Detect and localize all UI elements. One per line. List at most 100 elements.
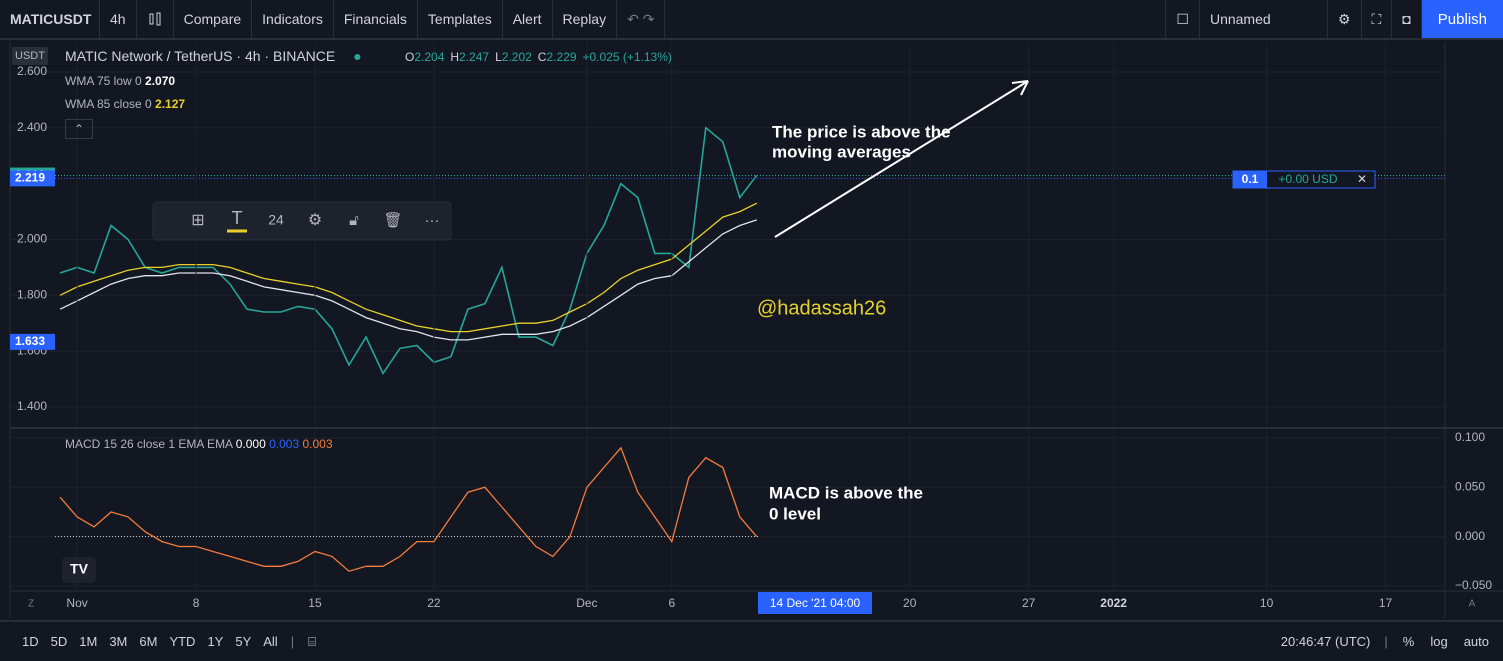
auto-button[interactable]: A	[1469, 599, 1476, 610]
bottom-toolbar: 1D 5D 1M 3M 6M YTD 1Y 5Y All | ⌸ 20:46:47 (UTC) …	[0, 620, 1503, 661]
macd-value: 0.003	[302, 437, 333, 451]
settings-icon[interactable]: ⚙	[308, 212, 322, 229]
x-tick-label: 2022	[1100, 596, 1127, 610]
range-button[interactable]: 3M	[109, 634, 128, 649]
range-button[interactable]: 6M	[139, 634, 158, 649]
alert[interactable]: Alert	[503, 0, 553, 38]
font-size[interactable]: 24	[268, 212, 284, 228]
scale-option[interactable]: %	[1402, 634, 1415, 649]
y-tick-label: 2.600	[17, 64, 47, 78]
position-close[interactable]: ✕	[1357, 172, 1367, 186]
series-line	[59, 202, 758, 333]
macd-legend: MACD 15 26 close 1 EMA EMA 0.000 0.003 0…	[65, 437, 333, 451]
position-qty: 0.1	[1242, 172, 1259, 186]
x-tick-label: 6	[668, 596, 675, 610]
ohlc-value: 2.202	[501, 50, 532, 64]
y-tick-label: 1.400	[17, 399, 47, 413]
separator: |	[1384, 634, 1388, 649]
date-range-icon[interactable]: ⌸	[308, 633, 316, 649]
range-buttons: 1D 5D 1M 3M 6M YTD 1Y 5Y All	[16, 634, 284, 649]
replay[interactable]: Replay	[553, 0, 618, 38]
ohlc-value: 2.247	[459, 50, 490, 64]
annotation: moving averages	[772, 142, 911, 161]
macd-value: 0.000	[235, 437, 266, 451]
symbol-legend: MATIC Network / TetherUS · 4h · BINANCE ●	[65, 48, 362, 64]
chart-style[interactable]	[137, 0, 174, 38]
symbol[interactable]: MATICUSDT	[0, 0, 100, 38]
logo-bg	[62, 557, 96, 583]
financials[interactable]: Financials	[334, 0, 418, 38]
series-line	[59, 446, 758, 572]
range-button[interactable]: 1Y	[207, 634, 224, 649]
fullscreen[interactable]: ⛶	[1362, 0, 1393, 38]
snapshot[interactable]: ◘	[1392, 0, 1422, 38]
x-tick-label: 8	[193, 596, 200, 610]
price-badge-label: 1.633	[15, 334, 45, 348]
x-tick-label: 17	[1379, 596, 1393, 610]
x-tick-label: Dec	[576, 596, 597, 610]
layout-toggle[interactable]: ☐	[1165, 0, 1200, 38]
currency: USDT	[15, 50, 45, 62]
study-value: 2.127	[155, 97, 186, 111]
y-tick-label: 0.000	[1455, 529, 1485, 543]
position-pnl: +0.00 USD	[1278, 172, 1337, 186]
chart: USDT 2.6002.4002.0001.8001.6001.4002.229…	[0, 40, 1503, 620]
y-tick-label: 0.050	[1455, 479, 1485, 493]
annotation: 0 level	[769, 504, 821, 523]
range-button[interactable]: All	[263, 634, 278, 649]
x-tick-label: 20	[903, 596, 917, 610]
y-tick-label: 2.000	[17, 232, 47, 246]
x-tick-label: 22	[427, 596, 441, 610]
indicators[interactable]: Indicators	[252, 0, 334, 38]
ohlc-key: O	[405, 50, 415, 64]
publish-button[interactable]: Publish	[1421, 0, 1503, 38]
crosshair-label: 14 Dec '21 04:00	[770, 596, 861, 610]
ohlc-key: L	[495, 50, 502, 64]
clock: 20:46:47 (UTC)	[1280, 634, 1371, 649]
y-tick-label: 2.400	[17, 120, 47, 134]
y-tick-label: 0.100	[1455, 430, 1485, 444]
x-tick-label: 10	[1260, 596, 1274, 610]
collapse-legend[interactable]: ⌃	[65, 119, 93, 139]
range-button[interactable]: YTD	[169, 634, 196, 649]
lock-icon[interactable]: 🔓︎	[349, 212, 359, 229]
ohlc-key: H	[450, 50, 460, 64]
separator: |	[290, 634, 295, 649]
templates[interactable]: Templates	[418, 0, 503, 38]
compare[interactable]: Compare	[174, 0, 253, 38]
range-button[interactable]: 5D	[50, 634, 68, 649]
scale-option[interactable]: log	[1430, 634, 1448, 649]
interval[interactable]: 4h	[100, 0, 137, 38]
price-badge-label: 2.219	[15, 171, 45, 185]
series-line	[59, 219, 758, 341]
layers-icon[interactable]: ⊞	[191, 212, 204, 229]
position-qty-bg	[1233, 171, 1267, 188]
undo-redo[interactable]: ↶ ↷	[617, 0, 666, 38]
price-badge	[10, 333, 55, 350]
price-badge	[10, 170, 55, 187]
zoom-button[interactable]: Z	[28, 599, 34, 610]
annotation: MACD is above the	[769, 483, 923, 502]
y-tick-label: 1.800	[17, 287, 47, 301]
top-toolbar: MATICUSDT 4h Compare Indicators Financia…	[0, 0, 1503, 40]
study-legend: WMA 85 close 0 2.127	[65, 97, 185, 111]
range-button[interactable]: 5Y	[235, 634, 252, 649]
logo: TV	[70, 561, 89, 577]
settings[interactable]: ⚙	[1328, 0, 1362, 38]
ohlc-key: C	[537, 50, 547, 64]
symbol-title: MATIC Network / TetherUS · 4h · BINANCE	[65, 48, 336, 64]
x-tick-label: 27	[1022, 596, 1036, 610]
scale-option[interactable]: auto	[1463, 634, 1489, 649]
scale-options: % log auto	[1395, 634, 1497, 649]
layout-name[interactable]: Unnamed	[1200, 0, 1328, 38]
range-button[interactable]: 1M	[79, 634, 98, 649]
position-box: 0.1 +0.00 USD ✕	[1232, 170, 1376, 189]
delete-icon[interactable]: 🗑︎	[383, 212, 402, 229]
study-legend: WMA 75 low 0 2.070	[65, 74, 175, 88]
range-button[interactable]: 1D	[22, 634, 39, 649]
text-tool[interactable]: T	[232, 208, 243, 228]
more-icon[interactable]: ···	[425, 212, 440, 229]
chart-bg	[0, 40, 1503, 620]
macd-name: MACD 15 26 close 1 EMA EMA	[65, 437, 233, 451]
